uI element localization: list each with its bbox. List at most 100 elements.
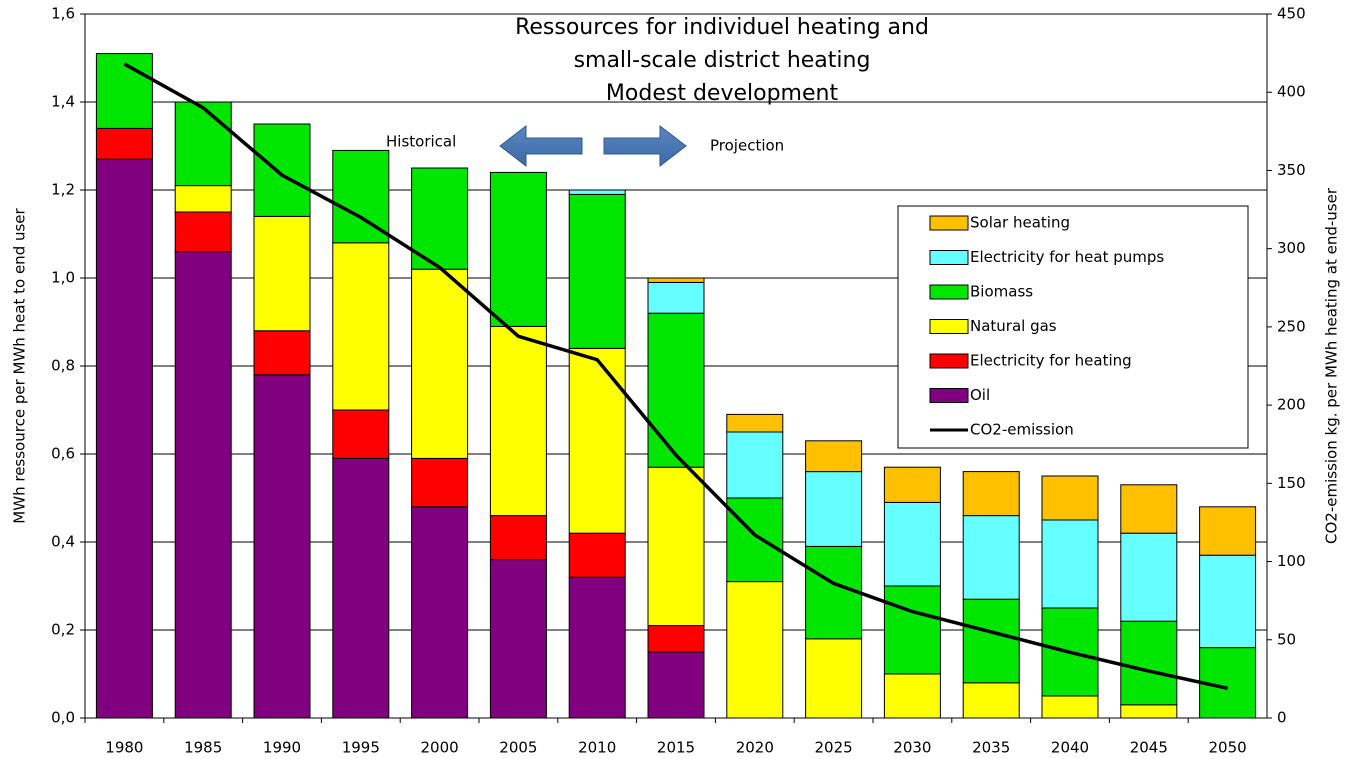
annotation: Projection bbox=[710, 137, 784, 155]
annotation: Historical bbox=[386, 133, 456, 151]
bar-segment bbox=[883, 673, 941, 719]
bar-segment bbox=[174, 251, 232, 719]
bar-segment bbox=[647, 281, 705, 314]
bar-segment bbox=[568, 193, 626, 349]
x-tick-label: 2020 bbox=[736, 739, 774, 757]
legend-swatch bbox=[929, 250, 969, 265]
y2-tick-label: 0 bbox=[1277, 709, 1287, 727]
y2-tick-label: 100 bbox=[1277, 552, 1306, 570]
bar-segment bbox=[95, 53, 153, 129]
y2-tick-label: 150 bbox=[1277, 474, 1306, 492]
y2-tick-label: 50 bbox=[1277, 630, 1296, 648]
bar-segment bbox=[1199, 506, 1257, 556]
x-tick-label: 2005 bbox=[499, 739, 537, 757]
x-tick-label: 2025 bbox=[815, 739, 853, 757]
y-tick-label: 0,2 bbox=[51, 621, 75, 639]
legend-label: Electricity for heating bbox=[970, 352, 1132, 370]
bar-segment bbox=[726, 413, 784, 433]
y2-tick-label: 200 bbox=[1277, 396, 1306, 414]
bar-segment bbox=[568, 347, 626, 534]
bar-segment bbox=[253, 330, 311, 376]
legend-label: CO2-emission bbox=[970, 421, 1074, 439]
y2-tick-label: 250 bbox=[1277, 317, 1306, 335]
legend-box bbox=[897, 205, 1249, 449]
bar-segment bbox=[1120, 620, 1178, 706]
bar-segment bbox=[332, 457, 390, 719]
y-tick-label: 1,4 bbox=[51, 93, 75, 111]
x-tick-label: 1980 bbox=[105, 739, 143, 757]
bar-segment bbox=[1120, 532, 1178, 622]
bar-segment bbox=[962, 471, 1020, 517]
bar-segment bbox=[411, 506, 469, 719]
bar-segment bbox=[647, 312, 705, 468]
bar-segment bbox=[489, 171, 547, 327]
bar-segment bbox=[95, 127, 153, 160]
x-tick-label: 1995 bbox=[342, 739, 380, 757]
bar-segment bbox=[805, 440, 863, 473]
y2-tick-label: 350 bbox=[1277, 161, 1306, 179]
legend-swatch bbox=[929, 215, 969, 231]
y2-tick-label: 300 bbox=[1277, 239, 1306, 257]
bar-segment bbox=[1041, 519, 1099, 609]
x-tick-label: 2000 bbox=[421, 739, 459, 757]
x-tick-label: 1990 bbox=[263, 739, 301, 757]
bar-segment bbox=[726, 431, 784, 499]
y2-axis-label: CO2-emission kg. per MWh heating at end-… bbox=[1323, 187, 1341, 544]
arrow-left bbox=[499, 124, 583, 168]
legend-label: Natural gas bbox=[970, 317, 1057, 335]
legend-label: Solar heating bbox=[970, 214, 1070, 232]
y-tick-label: 1,2 bbox=[51, 181, 75, 199]
bar-segment bbox=[489, 515, 547, 561]
bar-segment bbox=[411, 457, 469, 508]
bar-segment bbox=[568, 189, 626, 195]
y2-tick-label: 400 bbox=[1277, 83, 1306, 101]
legend-label: Biomass bbox=[970, 283, 1033, 301]
bar-segment bbox=[489, 325, 547, 517]
y-axis-label: MWh ressource per MWh heat to end user bbox=[11, 207, 29, 523]
chart-title: Ressources for individuel heating and bbox=[515, 15, 929, 40]
x-tick-label: 2035 bbox=[972, 739, 1010, 757]
bar-segment bbox=[489, 559, 547, 719]
legend-swatch bbox=[929, 353, 969, 369]
bar-segment bbox=[174, 211, 232, 253]
bar-segment bbox=[962, 598, 1020, 684]
bar-segment bbox=[883, 501, 941, 587]
x-tick-label: 2045 bbox=[1130, 739, 1168, 757]
bar-segment bbox=[647, 651, 705, 719]
x-tick-label: 2010 bbox=[578, 739, 616, 757]
bar-segment bbox=[411, 268, 469, 459]
bar-segment bbox=[95, 158, 153, 719]
y-tick-label: 0,8 bbox=[51, 357, 75, 375]
legend-swatch bbox=[929, 388, 969, 403]
legend-swatch bbox=[929, 319, 969, 334]
x-tick-label: 1985 bbox=[184, 739, 222, 757]
bar-segment bbox=[253, 374, 311, 719]
bar-segment bbox=[332, 242, 390, 411]
chart-title: Modest development bbox=[606, 81, 839, 106]
x-tick-label: 2015 bbox=[657, 739, 695, 757]
y-tick-label: 1,0 bbox=[51, 269, 75, 287]
bar-segment bbox=[962, 682, 1020, 719]
bar-segment bbox=[726, 581, 784, 719]
y-tick-label: 0,6 bbox=[51, 445, 75, 463]
bar-segment bbox=[568, 576, 626, 719]
bar-segment bbox=[174, 101, 232, 187]
bar-segment bbox=[883, 466, 941, 503]
bar-segment bbox=[805, 471, 863, 547]
bar-segment bbox=[1041, 475, 1099, 521]
legend-swatch bbox=[929, 284, 969, 300]
bar-segment bbox=[174, 185, 232, 213]
bar-segment bbox=[805, 545, 863, 640]
y2-tick-label: 450 bbox=[1277, 5, 1306, 23]
line-series bbox=[123, 62, 1228, 690]
y-tick-label: 1,6 bbox=[51, 5, 75, 23]
y-tick-label: 0,0 bbox=[51, 709, 75, 727]
bar-segment bbox=[647, 466, 705, 627]
bar-segment bbox=[1120, 484, 1178, 534]
x-tick-label: 2050 bbox=[1209, 739, 1247, 757]
x-tick-label: 2030 bbox=[893, 739, 931, 757]
plot-frame bbox=[84, 13, 1268, 719]
bar-segment bbox=[1120, 704, 1178, 719]
bar-segment bbox=[1041, 695, 1099, 719]
bar-segment bbox=[332, 409, 390, 459]
